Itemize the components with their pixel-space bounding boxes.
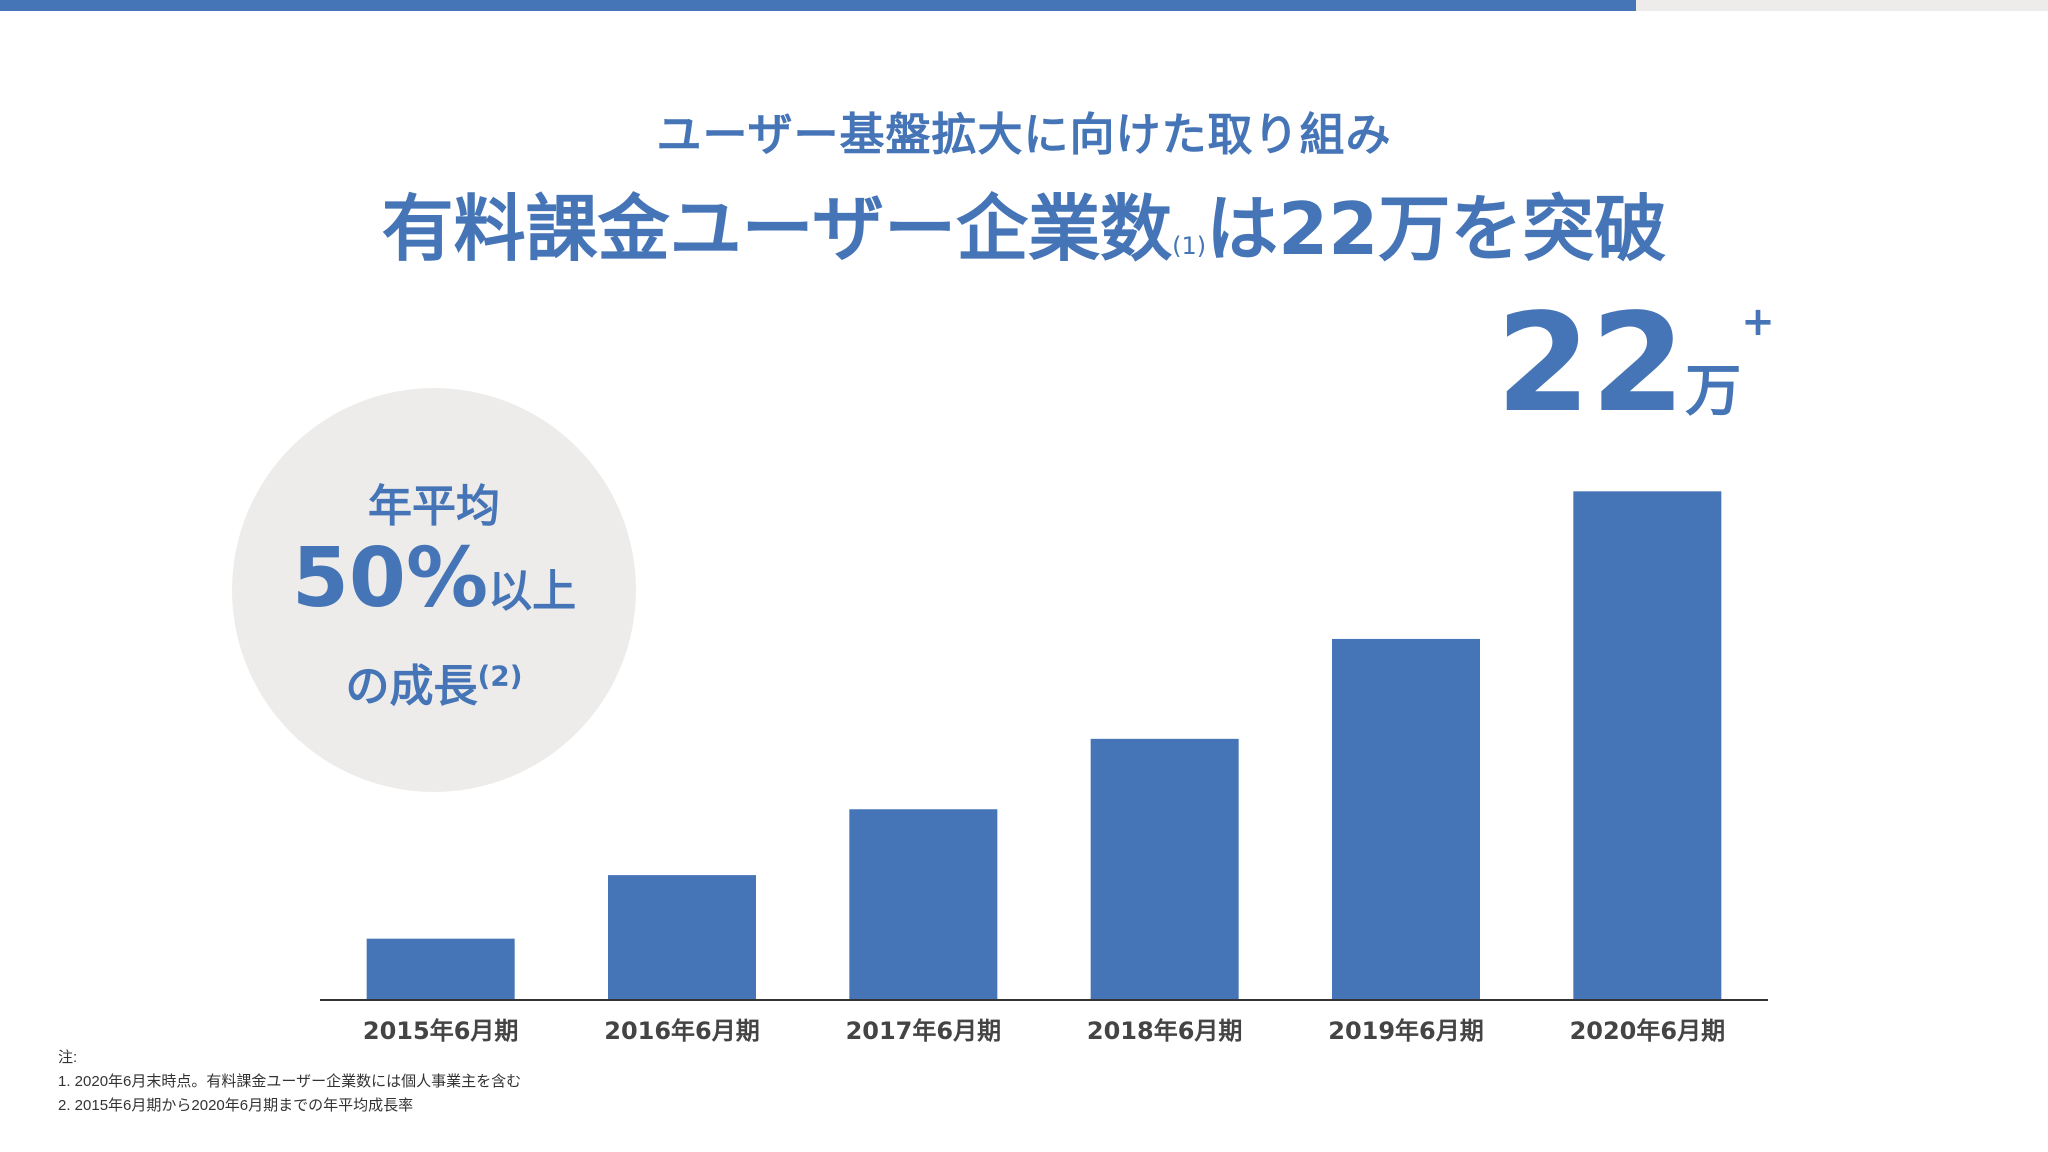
x-tick-label-3: 2017年6月期 <box>846 1017 1002 1045</box>
bar-4 <box>1090 738 1239 1000</box>
top-accent-bar <box>0 0 1636 11</box>
x-tick-label-6: 2020年6月期 <box>1570 1017 1726 1045</box>
title-tail: は22万を突破 <box>1206 187 1667 271</box>
growth-percent-suffix: 以上 <box>488 566 577 617</box>
x-tick-label-4: 2018年6月期 <box>1087 1017 1243 1045</box>
bar-6 <box>1573 491 1722 1000</box>
highlight-number: 22 <box>1496 285 1686 443</box>
growth-caption-text: の成長 <box>345 661 478 712</box>
x-tick-label-5: 2019年6月期 <box>1328 1017 1484 1045</box>
highlight-value: 22万+ <box>1496 296 1775 432</box>
x-tick-label-2: 2016年6月期 <box>604 1017 760 1045</box>
title-note-ref: (1) <box>1172 232 1207 260</box>
footnote-2: 2. 2015年6月期から2020年6月期までの年平均成長率 <box>58 1097 414 1114</box>
highlight-plus: + <box>1741 299 1775 345</box>
growth-badge: 年平均 50%以上 の成長(2) <box>232 388 636 792</box>
growth-badge-label: 年平均 <box>368 481 500 532</box>
footnotes: 注: 1. 2020年6月末時点。有料課金ユーザー企業数には個人事業主を含む 2… <box>58 1046 521 1118</box>
bar-3 <box>849 809 998 1000</box>
highlight-unit: 万 <box>1685 359 1742 424</box>
footnote-heading: 注: <box>58 1049 78 1066</box>
footnote-1: 1. 2020年6月末時点。有料課金ユーザー企業数には個人事業主を含む <box>58 1073 522 1090</box>
slide-subtitle: ユーザー基盤拡大に向けた取り組み <box>656 108 1392 161</box>
bar-2 <box>608 875 756 1000</box>
growth-badge-caption: の成長(2) <box>232 650 636 714</box>
growth-badge-percent: 50%以上 <box>232 538 636 620</box>
top-accent-bar-light <box>1636 0 2048 11</box>
bar-1 <box>366 938 515 1000</box>
slide-title: 有料課金ユーザー企業数(1)は22万を突破 <box>0 170 2048 275</box>
bar-5 <box>1332 638 1480 1000</box>
title-main: 有料課金ユーザー企業数 <box>381 187 1173 271</box>
growth-note-ref: (2) <box>477 659 523 693</box>
growth-percent-value: 50% <box>291 531 489 626</box>
x-tick-label-1: 2015年6月期 <box>363 1017 519 1045</box>
